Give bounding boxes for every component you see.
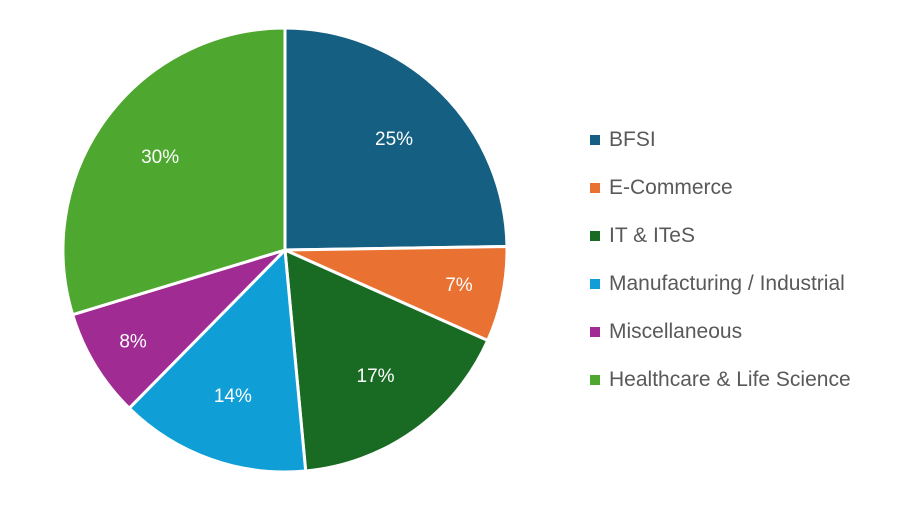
legend-label: BFSI	[609, 128, 656, 151]
pie-slice-bfsi	[283, 26, 509, 252]
legend-label: IT & ITeS	[609, 224, 695, 247]
data-label: 25%	[375, 129, 413, 150]
legend: BFSI E-Commerce IT & ITeS Manufacturing …	[590, 116, 851, 404]
legend-item: Healthcare & Life Science	[590, 356, 851, 404]
legend-swatch	[590, 327, 600, 337]
data-label: 8%	[119, 331, 147, 352]
legend-item: E-Commerce	[590, 164, 851, 212]
data-label: 30%	[141, 147, 179, 168]
data-label: 14%	[214, 386, 252, 407]
legend-item: BFSI	[590, 116, 851, 164]
pie-slice-healthcare-life-science	[61, 26, 287, 317]
pie-slice-miscellaneous	[71, 248, 287, 410]
legend-item: Miscellaneous	[590, 308, 851, 356]
legend-label: Healthcare & Life Science	[609, 368, 851, 391]
data-label: 17%	[357, 366, 395, 387]
legend-swatch	[590, 231, 600, 241]
legend-swatch	[590, 135, 600, 145]
legend-item: Manufacturing / Industrial	[590, 260, 851, 308]
legend-swatch	[590, 375, 600, 385]
legend-swatch	[590, 279, 600, 289]
legend-label: E-Commerce	[609, 176, 733, 199]
legend-swatch	[590, 183, 600, 193]
pie-slice-it-ites	[283, 248, 490, 473]
legend-item: IT & ITeS	[590, 212, 851, 260]
legend-label: Miscellaneous	[609, 320, 743, 343]
pie-slice-manufacturing-industrial	[127, 248, 308, 474]
data-label: 7%	[445, 275, 473, 296]
legend-label: Manufacturing / Industrial	[609, 272, 845, 295]
